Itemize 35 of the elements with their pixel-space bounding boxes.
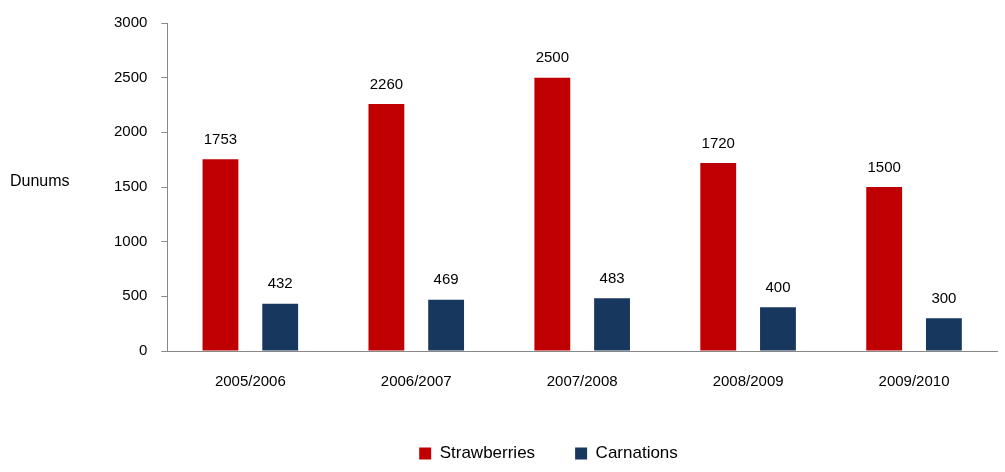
data-label: 483	[599, 268, 625, 286]
data-label: 469	[433, 270, 459, 288]
bar	[368, 103, 405, 351]
bar	[700, 162, 737, 351]
bar	[534, 77, 571, 351]
y-tick-label: 2000	[113, 122, 148, 140]
data-label: 2500	[535, 48, 570, 66]
bar	[428, 299, 465, 351]
y-axis-title: Dunums	[10, 172, 70, 190]
legend-label: Strawberries	[439, 443, 536, 463]
legend-label: Carnations	[595, 443, 678, 463]
y-tick-label: 500	[122, 286, 148, 304]
y-tick-label: 1000	[113, 231, 148, 249]
data-label: 2260	[369, 74, 404, 92]
data-label: 1720	[701, 133, 735, 151]
x-tick-label: 2009/2010	[878, 372, 950, 390]
x-tick-label: 2005/2006	[214, 372, 286, 390]
x-tick-label: 2007/2008	[546, 372, 618, 390]
bar	[262, 303, 299, 351]
data-label: 1500	[867, 157, 901, 175]
data-label: 1753	[203, 129, 238, 147]
data-label: 432	[267, 274, 293, 292]
data-label: 300	[931, 288, 957, 306]
y-tick-label: 2500	[113, 67, 148, 85]
y-tick-label: 1500	[113, 177, 148, 195]
y-tick-label: 0	[139, 341, 148, 359]
bar	[866, 187, 903, 351]
data-label: 400	[765, 277, 791, 295]
y-tick-label: 3000	[113, 13, 148, 31]
bar	[202, 159, 239, 351]
bar	[925, 318, 962, 351]
x-tick-label: 2008/2009	[712, 372, 784, 390]
bar	[594, 298, 630, 351]
bar	[760, 307, 796, 351]
x-tick-label: 2006/2007	[380, 372, 452, 390]
